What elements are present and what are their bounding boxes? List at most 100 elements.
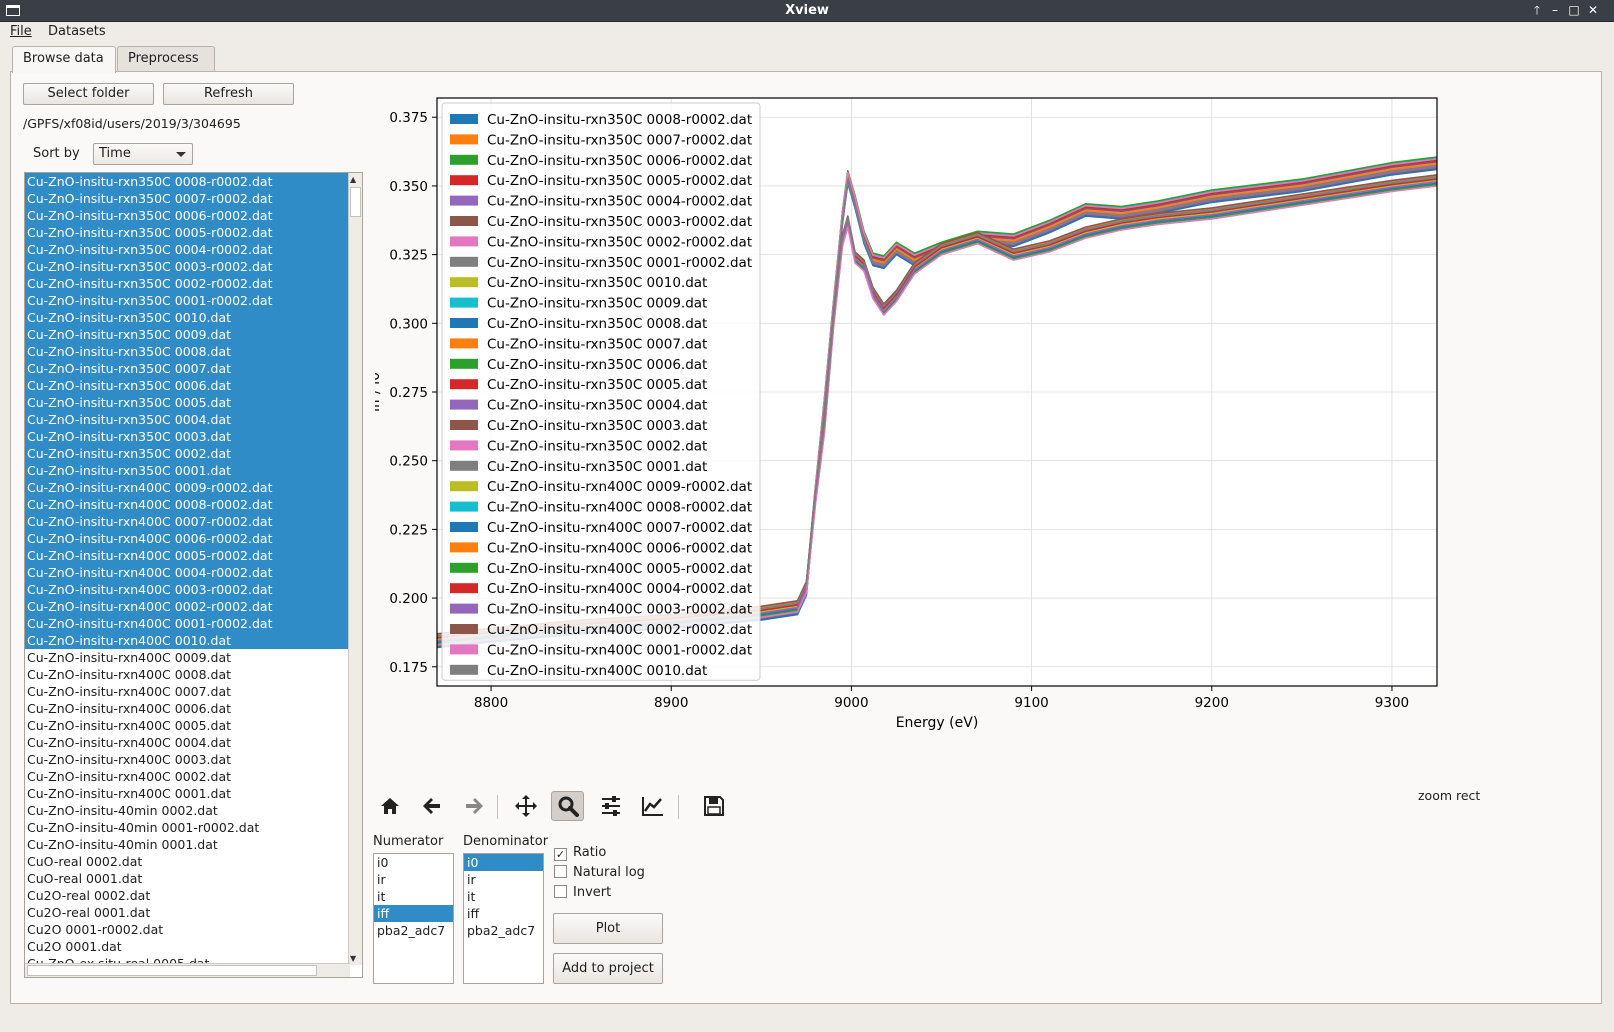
plot-button[interactable]: Plot — [553, 913, 663, 944]
numerator-item[interactable]: pba2_adc7 — [377, 923, 446, 938]
file-list-item[interactable]: Cu-ZnO-insitu-rxn350C 0010.dat — [25, 309, 350, 326]
file-list-item[interactable]: CuO-real 0001.dat — [27, 871, 143, 886]
tab-browse-data[interactable]: Browse data — [12, 46, 116, 73]
invert-check-box[interactable] — [554, 885, 567, 898]
file-list-item[interactable]: Cu-ZnO-insitu-rxn400C 0001.dat — [27, 786, 232, 801]
menu-datasets[interactable]: Datasets — [48, 24, 106, 39]
file-list-item[interactable]: Cu-ZnO-insitu-rxn350C 0002-r0002.dat — [25, 275, 350, 292]
menu-file[interactable]: File — [10, 24, 32, 39]
maximize-icon[interactable]: □ — [1568, 3, 1580, 17]
file-list-item[interactable]: Cu-ZnO-insitu-rxn350C 0009.dat — [25, 326, 350, 343]
back-arrow-icon[interactable] — [415, 791, 448, 821]
denominator-item[interactable]: ir — [467, 872, 476, 887]
numerator-item[interactable]: ir — [377, 872, 386, 887]
file-list-hscrollbar[interactable] — [25, 963, 350, 977]
file-list-item[interactable]: Cu-ZnO-insitu-rxn400C 0007-r0002.dat — [25, 513, 350, 530]
invert-checkbox[interactable]: Invert — [554, 885, 611, 900]
file-list-item[interactable]: Cu-ZnO-insitu-rxn400C 0003.dat — [27, 752, 232, 767]
denominator-item[interactable]: pba2_adc7 — [467, 923, 536, 938]
scroll-down-icon[interactable]: ▼ — [350, 954, 357, 963]
file-list-item[interactable]: Cu-ZnO-insitu-rxn350C 0008-r0002.dat — [25, 173, 350, 190]
ratio-check-box[interactable]: ✓ — [554, 848, 567, 861]
tab-preprocess[interactable]: Preprocess — [117, 46, 215, 72]
file-list-item[interactable]: Cu-ZnO-insitu-rxn350C 0002.dat — [25, 445, 350, 462]
plot-canvas[interactable]: 8800 8900 9000 9100 9200 9300 0.175 0.200 0.225 0… — [367, 88, 1500, 758]
file-list-item[interactable]: Cu-ZnO-insitu-rxn350C 0006.dat — [25, 377, 350, 394]
axes-edit-icon[interactable] — [636, 791, 669, 821]
file-list-item[interactable]: Cu-ZnO-insitu-rxn400C 0004-r0002.dat — [25, 564, 350, 581]
file-list-item[interactable]: Cu-ZnO-insitu-rxn350C 0003.dat — [25, 428, 350, 445]
denominator-item[interactable]: it — [467, 889, 476, 904]
hscroll-thumb[interactable] — [27, 965, 317, 976]
scroll-thumb[interactable] — [350, 187, 361, 217]
toolbar-separator — [678, 795, 679, 819]
file-list-item[interactable]: Cu-ZnO-insitu-rxn350C 0001-r0002.dat — [25, 292, 350, 309]
file-list-vscrollbar[interactable]: ▲ ▼ — [348, 173, 362, 965]
forward-arrow-icon[interactable] — [457, 791, 490, 821]
denominator-item[interactable]: i0 — [464, 854, 543, 871]
close-icon[interactable]: ✕ — [1587, 3, 1599, 17]
file-list-item[interactable]: Cu-ZnO-insitu-rxn400C 0006.dat — [27, 701, 232, 716]
file-list-item[interactable]: Cu-ZnO-insitu-40min 0001-r0002.dat — [27, 820, 260, 835]
file-list-item[interactable]: Cu-ZnO-insitu-rxn350C 0004.dat — [25, 411, 350, 428]
file-list-item[interactable]: Cu-ZnO-insitu-rxn400C 0003-r0002.dat — [25, 581, 350, 598]
file-list-item[interactable]: Cu2O 0001-r0002.dat — [27, 922, 164, 937]
file-list-item[interactable]: Cu-ZnO-insitu-rxn350C 0008.dat — [25, 343, 350, 360]
legend-entry: Cu-ZnO-insitu-rxn350C 0006-r0002.dat — [487, 153, 752, 169]
file-list-item[interactable]: Cu-ZnO-insitu-rxn400C 0010.dat — [25, 632, 350, 649]
denominator-list[interactable]: i0 ir it iff pba2_adc7 — [463, 853, 544, 984]
numerator-list[interactable]: i0 ir it iff pba2_adc7 — [373, 853, 454, 984]
file-list-item[interactable]: Cu-ZnO-insitu-rxn350C 0007-r0002.dat — [25, 190, 350, 207]
save-icon[interactable] — [697, 791, 730, 821]
file-list-item[interactable]: CuO-real 0002.dat — [27, 854, 143, 869]
file-list-item[interactable]: Cu-ZnO-insitu-40min 0001.dat — [27, 837, 218, 852]
file-list-item[interactable]: Cu-ZnO-insitu-rxn350C 0006-r0002.dat — [25, 207, 350, 224]
menu-bar: File Datasets — [0, 22, 1614, 44]
file-list-item[interactable]: Cu-ZnO-insitu-rxn400C 0008-r0002.dat — [25, 496, 350, 513]
file-list-item[interactable]: Cu-ZnO-insitu-rxn400C 0009-r0002.dat — [25, 479, 350, 496]
scroll-up-icon[interactable]: ▲ — [350, 175, 357, 184]
file-list-item[interactable]: Cu-ZnO-insitu-rxn400C 0006-r0002.dat — [25, 530, 350, 547]
file-list-item[interactable]: Cu2O-real 0002.dat — [27, 888, 151, 903]
add-to-project-button[interactable]: Add to project — [553, 953, 663, 984]
file-list-item[interactable]: Cu2O-real 0001.dat — [27, 905, 151, 920]
window-titlebar[interactable]: Xview 🡑 – □ ✕ — [0, 0, 1614, 22]
file-list-item[interactable]: Cu-ZnO-insitu-40min 0002.dat — [27, 803, 218, 818]
file-list-item[interactable]: Cu-ZnO-insitu-rxn400C 0009.dat — [27, 650, 232, 665]
file-list-item[interactable]: Cu-ZnO-insitu-rxn400C 0004.dat — [27, 735, 232, 750]
file-list-item[interactable]: Cu-ZnO-insitu-rxn350C 0001.dat — [25, 462, 350, 479]
file-list-item[interactable]: Cu-ZnO-insitu-rxn350C 0004-r0002.dat — [25, 241, 350, 258]
file-list-item[interactable]: Cu-ZnO-insitu-rxn400C 0005-r0002.dat — [25, 547, 350, 564]
window-menu-icon[interactable] — [6, 5, 20, 16]
ratio-checkbox[interactable]: ✓ Ratio — [554, 845, 606, 861]
file-list-item[interactable]: Cu-ZnO-insitu-rxn400C 0005.dat — [27, 718, 232, 733]
numerator-item[interactable]: it — [377, 889, 386, 904]
pan-icon[interactable] — [509, 791, 542, 821]
file-list-item[interactable]: Cu-ZnO-insitu-rxn400C 0007.dat — [27, 684, 232, 699]
file-list[interactable]: Cu-ZnO-insitu-rxn350C 0008-r0002.dat Cu-Z… — [24, 172, 363, 978]
zoom-icon[interactable] — [551, 791, 584, 821]
file-list-item[interactable]: Cu-ZnO-insitu-rxn400C 0008.dat — [27, 667, 232, 682]
file-list-item[interactable]: Cu-ZnO-insitu-rxn400C 0002-r0002.dat — [25, 598, 350, 615]
y-tick-label: 0.275 — [389, 385, 428, 401]
sort-combo[interactable]: Time — [93, 143, 193, 165]
subplots-icon[interactable] — [594, 791, 627, 821]
file-list-item[interactable]: Cu-ZnO-insitu-rxn350C 0007.dat — [25, 360, 350, 377]
numerator-item[interactable]: i0 — [377, 855, 389, 870]
denominator-item[interactable]: iff — [467, 906, 480, 921]
minimize-icon[interactable]: – — [1552, 3, 1558, 17]
home-icon[interactable] — [373, 791, 406, 821]
natural-log-checkbox[interactable]: Natural log — [554, 865, 645, 880]
natural-log-check-box[interactable] — [554, 865, 567, 878]
select-folder-button[interactable]: Select folder — [23, 83, 154, 105]
numerator-item[interactable]: iff — [374, 905, 453, 922]
file-list-item[interactable]: Cu-ZnO-insitu-rxn400C 0001-r0002.dat — [25, 615, 350, 632]
keep-above-icon[interactable]: 🡑 — [1533, 3, 1541, 17]
file-list-item[interactable]: Cu-ZnO-insitu-rxn350C 0003-r0002.dat — [25, 258, 350, 275]
file-list-item[interactable]: Cu2O 0001.dat — [27, 939, 122, 954]
refresh-button[interactable]: Refresh — [163, 83, 294, 105]
file-list-item[interactable]: Cu-ZnO-insitu-rxn400C 0002.dat — [27, 769, 232, 784]
file-list-item[interactable]: Cu-ZnO-insitu-rxn350C 0005.dat — [25, 394, 350, 411]
file-list-item[interactable]: Cu-ZnO-insitu-rxn350C 0005-r0002.dat — [25, 224, 350, 241]
file-list-item[interactable]: Cu-ZnO-ex situ-real 0005.dat — [27, 956, 210, 965]
